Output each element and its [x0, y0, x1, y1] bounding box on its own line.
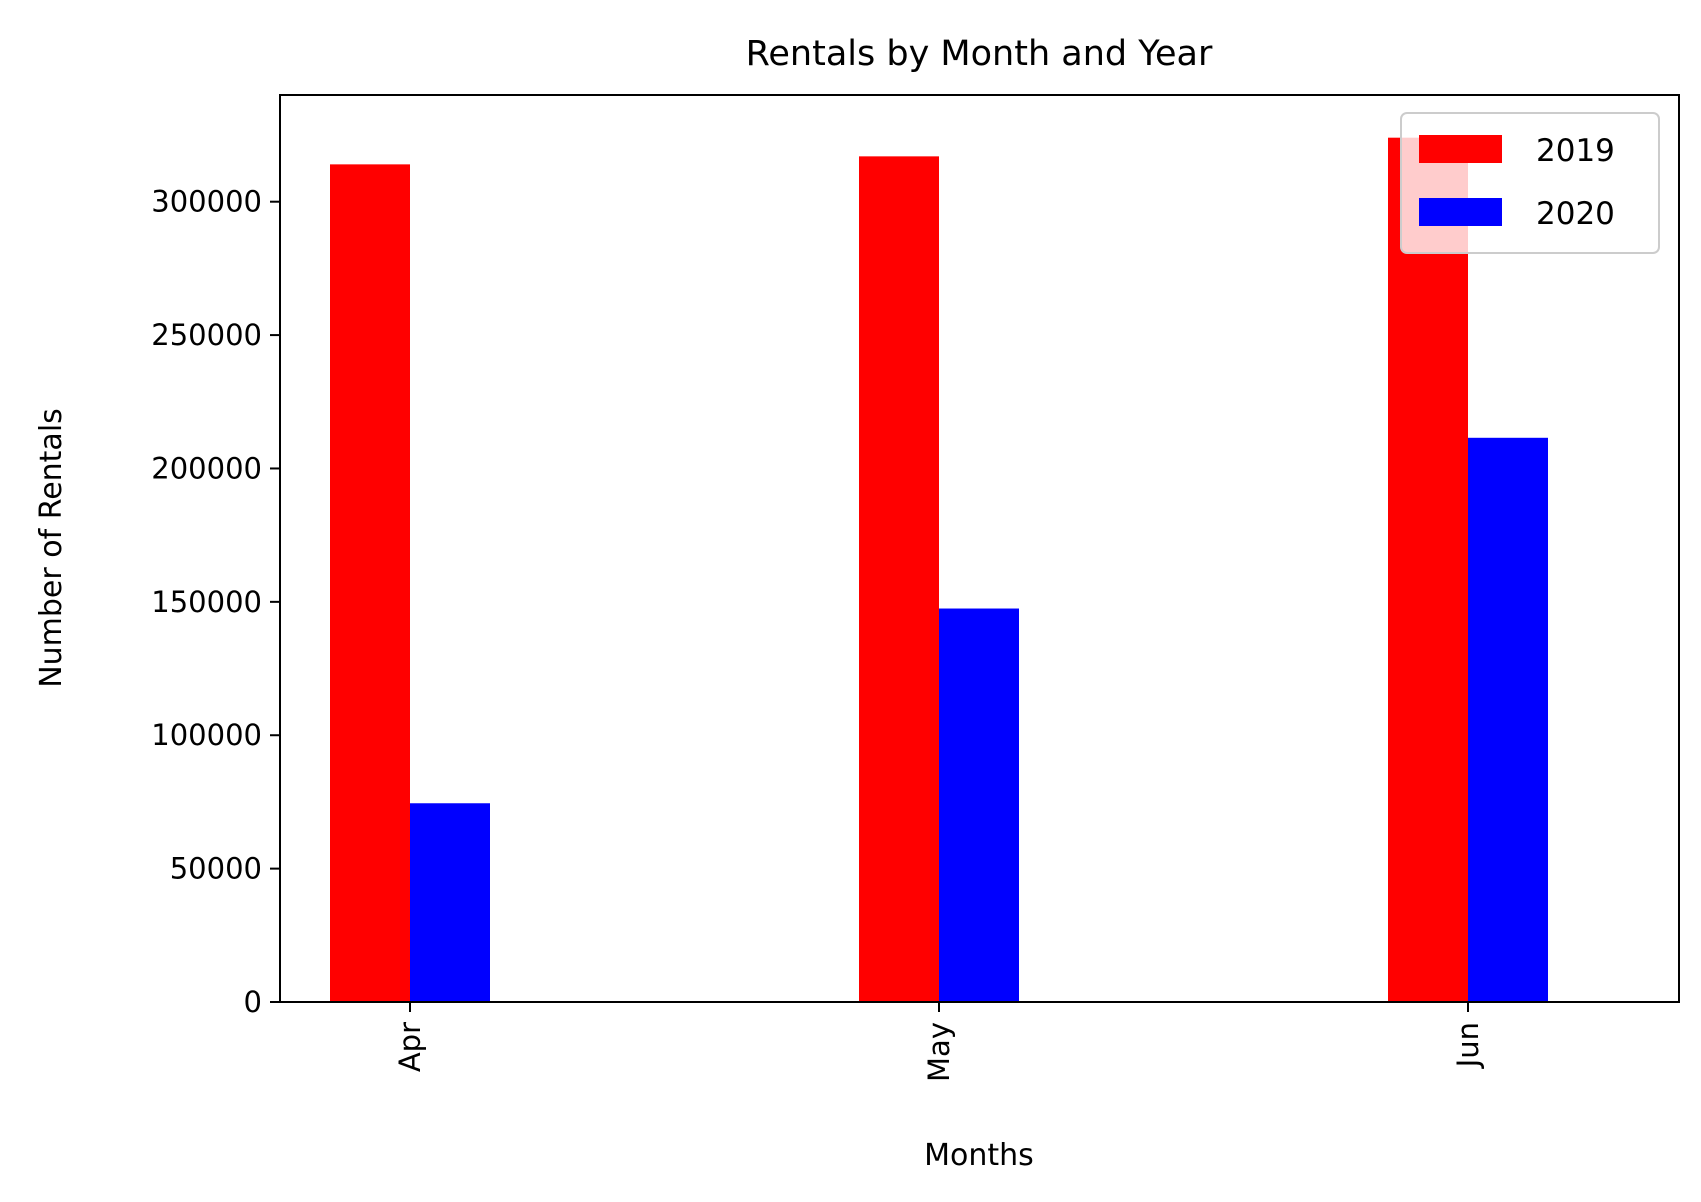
- bar-2020-Apr: [410, 803, 490, 1002]
- chart-title: Rentals by Month and Year: [746, 34, 1213, 74]
- y-tick-label: 0: [244, 985, 262, 1019]
- y-tick-label: 200000: [151, 451, 262, 485]
- y-tick-label: 250000: [151, 318, 262, 352]
- bar-2020-May: [939, 608, 1019, 1002]
- x-tick-label-may: May: [922, 1022, 956, 1082]
- x-tick-label-apr: Apr: [393, 1022, 427, 1072]
- bar-2020-Jun: [1468, 437, 1548, 1003]
- legend-label-2019: 2019: [1536, 133, 1615, 169]
- bar-2019-May: [859, 156, 939, 1002]
- x-tick-label-jun: Jun: [1451, 1022, 1485, 1069]
- x-axis-label: Months: [924, 1138, 1034, 1173]
- legend-label-2020: 2020: [1536, 196, 1615, 232]
- legend: 2019 2020: [1400, 112, 1660, 254]
- legend-box: [1400, 112, 1660, 254]
- y-axis-label: Number of Rentals: [34, 408, 69, 688]
- y-tick-label: 150000: [151, 585, 262, 619]
- y-tick-label: 300000: [151, 185, 262, 219]
- y-tick-label: 50000: [170, 852, 262, 886]
- plot-frame: [279, 94, 1680, 1003]
- y-axis: 0 50000 100000 150000 200000 250000 300000: [151, 185, 280, 1019]
- bars-group: [330, 137, 1548, 1003]
- x-axis: Apr May Jun: [393, 1002, 1485, 1082]
- legend-swatch-2019: [1419, 135, 1502, 163]
- legend-swatch-2020: [1419, 198, 1502, 226]
- bar-2019-Jun: [1388, 137, 1468, 1002]
- bar-2019-Apr: [330, 164, 410, 1002]
- y-tick-label: 100000: [151, 718, 262, 752]
